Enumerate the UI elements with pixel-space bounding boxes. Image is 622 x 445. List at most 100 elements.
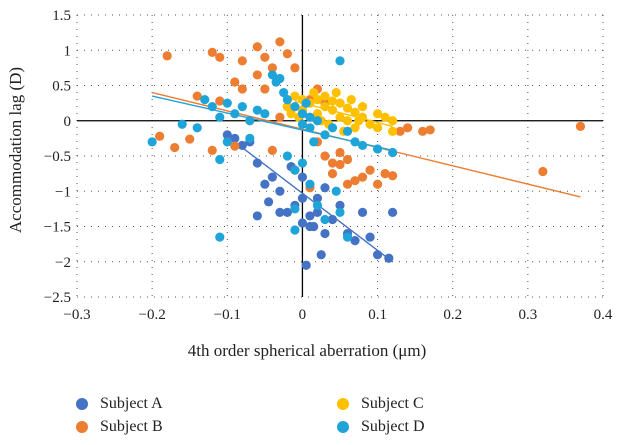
y-tick-label: 1.5 [52, 8, 71, 24]
point-subject-b [275, 37, 285, 47]
point-subject-a [237, 140, 247, 151]
point-subject-d [279, 87, 289, 98]
point-subject-d [297, 109, 308, 119]
point-subject-b [237, 84, 247, 94]
point-subject-d [267, 70, 277, 80]
point-subject-b [207, 145, 217, 155]
y-axis-title: Accommodation lag (D) [6, 67, 25, 233]
y-tick-label: −1.5 [44, 220, 71, 236]
point-subject-c [320, 102, 330, 112]
trendline-subject-a [226, 135, 394, 263]
point-subject-a [335, 200, 345, 210]
point-subject-a [309, 221, 319, 232]
point-subject-a [316, 250, 326, 260]
point-subject-b [538, 166, 548, 177]
x-axis-title: 4th order spherical aberration (μm) [188, 341, 427, 360]
y-tick-label: −0.5 [44, 149, 71, 165]
point-subject-b [372, 179, 383, 189]
point-subject-a [267, 172, 277, 182]
point-subject-d [357, 140, 368, 151]
point-subject-d [305, 179, 315, 189]
point-subject-d [320, 214, 330, 225]
point-subject-b [335, 147, 345, 158]
point-subject-c [357, 102, 368, 112]
point-subject-d [305, 112, 315, 122]
x-tick-label: 0.1 [368, 307, 387, 323]
point-subject-a [320, 228, 330, 239]
point-subject-b [425, 125, 435, 135]
point-subject-b [365, 165, 375, 175]
point-subject-c [327, 96, 338, 106]
point-subject-b [357, 172, 368, 182]
point-subject-a [350, 236, 360, 246]
point-subject-c [312, 109, 323, 119]
point-subject-d [372, 144, 383, 154]
point-subject-d [290, 225, 300, 235]
point-subject-c [388, 116, 398, 126]
point-subject-d [290, 102, 300, 112]
x-tick-label: 0.3 [518, 307, 537, 323]
x-tick-label: 0.4 [594, 307, 613, 323]
point-subject-b [275, 112, 285, 122]
point-subject-b [170, 142, 180, 153]
point-subject-a [260, 179, 270, 189]
point-subject-a [312, 193, 323, 203]
point-subject-c [342, 103, 353, 113]
point-subject-c [282, 102, 292, 112]
point-extra [331, 186, 341, 196]
point-subject-a [312, 207, 323, 217]
point-subject-b [230, 141, 240, 151]
point-subject-b [350, 176, 360, 186]
point-subject-c [346, 95, 356, 105]
point-subject-d [237, 102, 247, 112]
point-subject-b [388, 171, 398, 181]
point-subject-b [403, 123, 413, 133]
point-subject-d [342, 126, 353, 136]
point-subject-a [297, 172, 308, 182]
x-tick-label: 0.2 [443, 307, 462, 323]
point-subject-c [388, 126, 398, 136]
point-subject-c [320, 91, 330, 101]
point-subject-d [297, 119, 308, 129]
point-subject-b [162, 51, 172, 61]
point-subject-d [342, 232, 353, 242]
point-subject-b [252, 70, 262, 80]
point-subject-d [207, 102, 217, 112]
point-subject-d [245, 133, 255, 143]
point-subject-d [200, 95, 210, 105]
point-subject-a [297, 193, 308, 203]
point-subject-d [282, 151, 292, 161]
point-subject-a [230, 133, 240, 143]
point-subject-d [147, 137, 157, 147]
y-tick-label: −2.5 [44, 290, 71, 306]
point-subject-b [418, 126, 428, 136]
point-subject-b [207, 47, 217, 57]
point-subject-d [215, 154, 225, 165]
point-subject-d [301, 98, 311, 108]
point-subject-b [342, 154, 353, 165]
tick-labels: −0.3 −0.2 −0.1 0 0.1 0.2 0.3 0.4 1.5 1 0.5 0 −0.5 −1 −… [44, 8, 613, 323]
point-subject-b [290, 63, 300, 73]
point-extra [215, 232, 225, 242]
point-subject-d [275, 73, 285, 84]
point-subject-b [260, 52, 270, 62]
point-subject-d [252, 105, 262, 115]
point-subject-b [260, 84, 270, 94]
point-subject-d [177, 119, 187, 129]
point-subject-a [365, 232, 375, 242]
point-subject-b [320, 151, 330, 161]
point-subject-c [365, 119, 375, 129]
point-subject-b [215, 96, 225, 106]
point-subject-c [335, 98, 345, 108]
point-subject-c [372, 123, 383, 133]
point-subject-d [282, 95, 292, 105]
point-subject-a [305, 211, 315, 221]
point-subject-b [575, 121, 586, 131]
point-subject-a [301, 260, 311, 270]
point-subject-d [312, 200, 323, 210]
point-subject-d [309, 137, 319, 147]
point-subject-b [327, 169, 338, 179]
y-tick-label: −1 [55, 184, 71, 200]
point-subject-a [252, 211, 262, 221]
